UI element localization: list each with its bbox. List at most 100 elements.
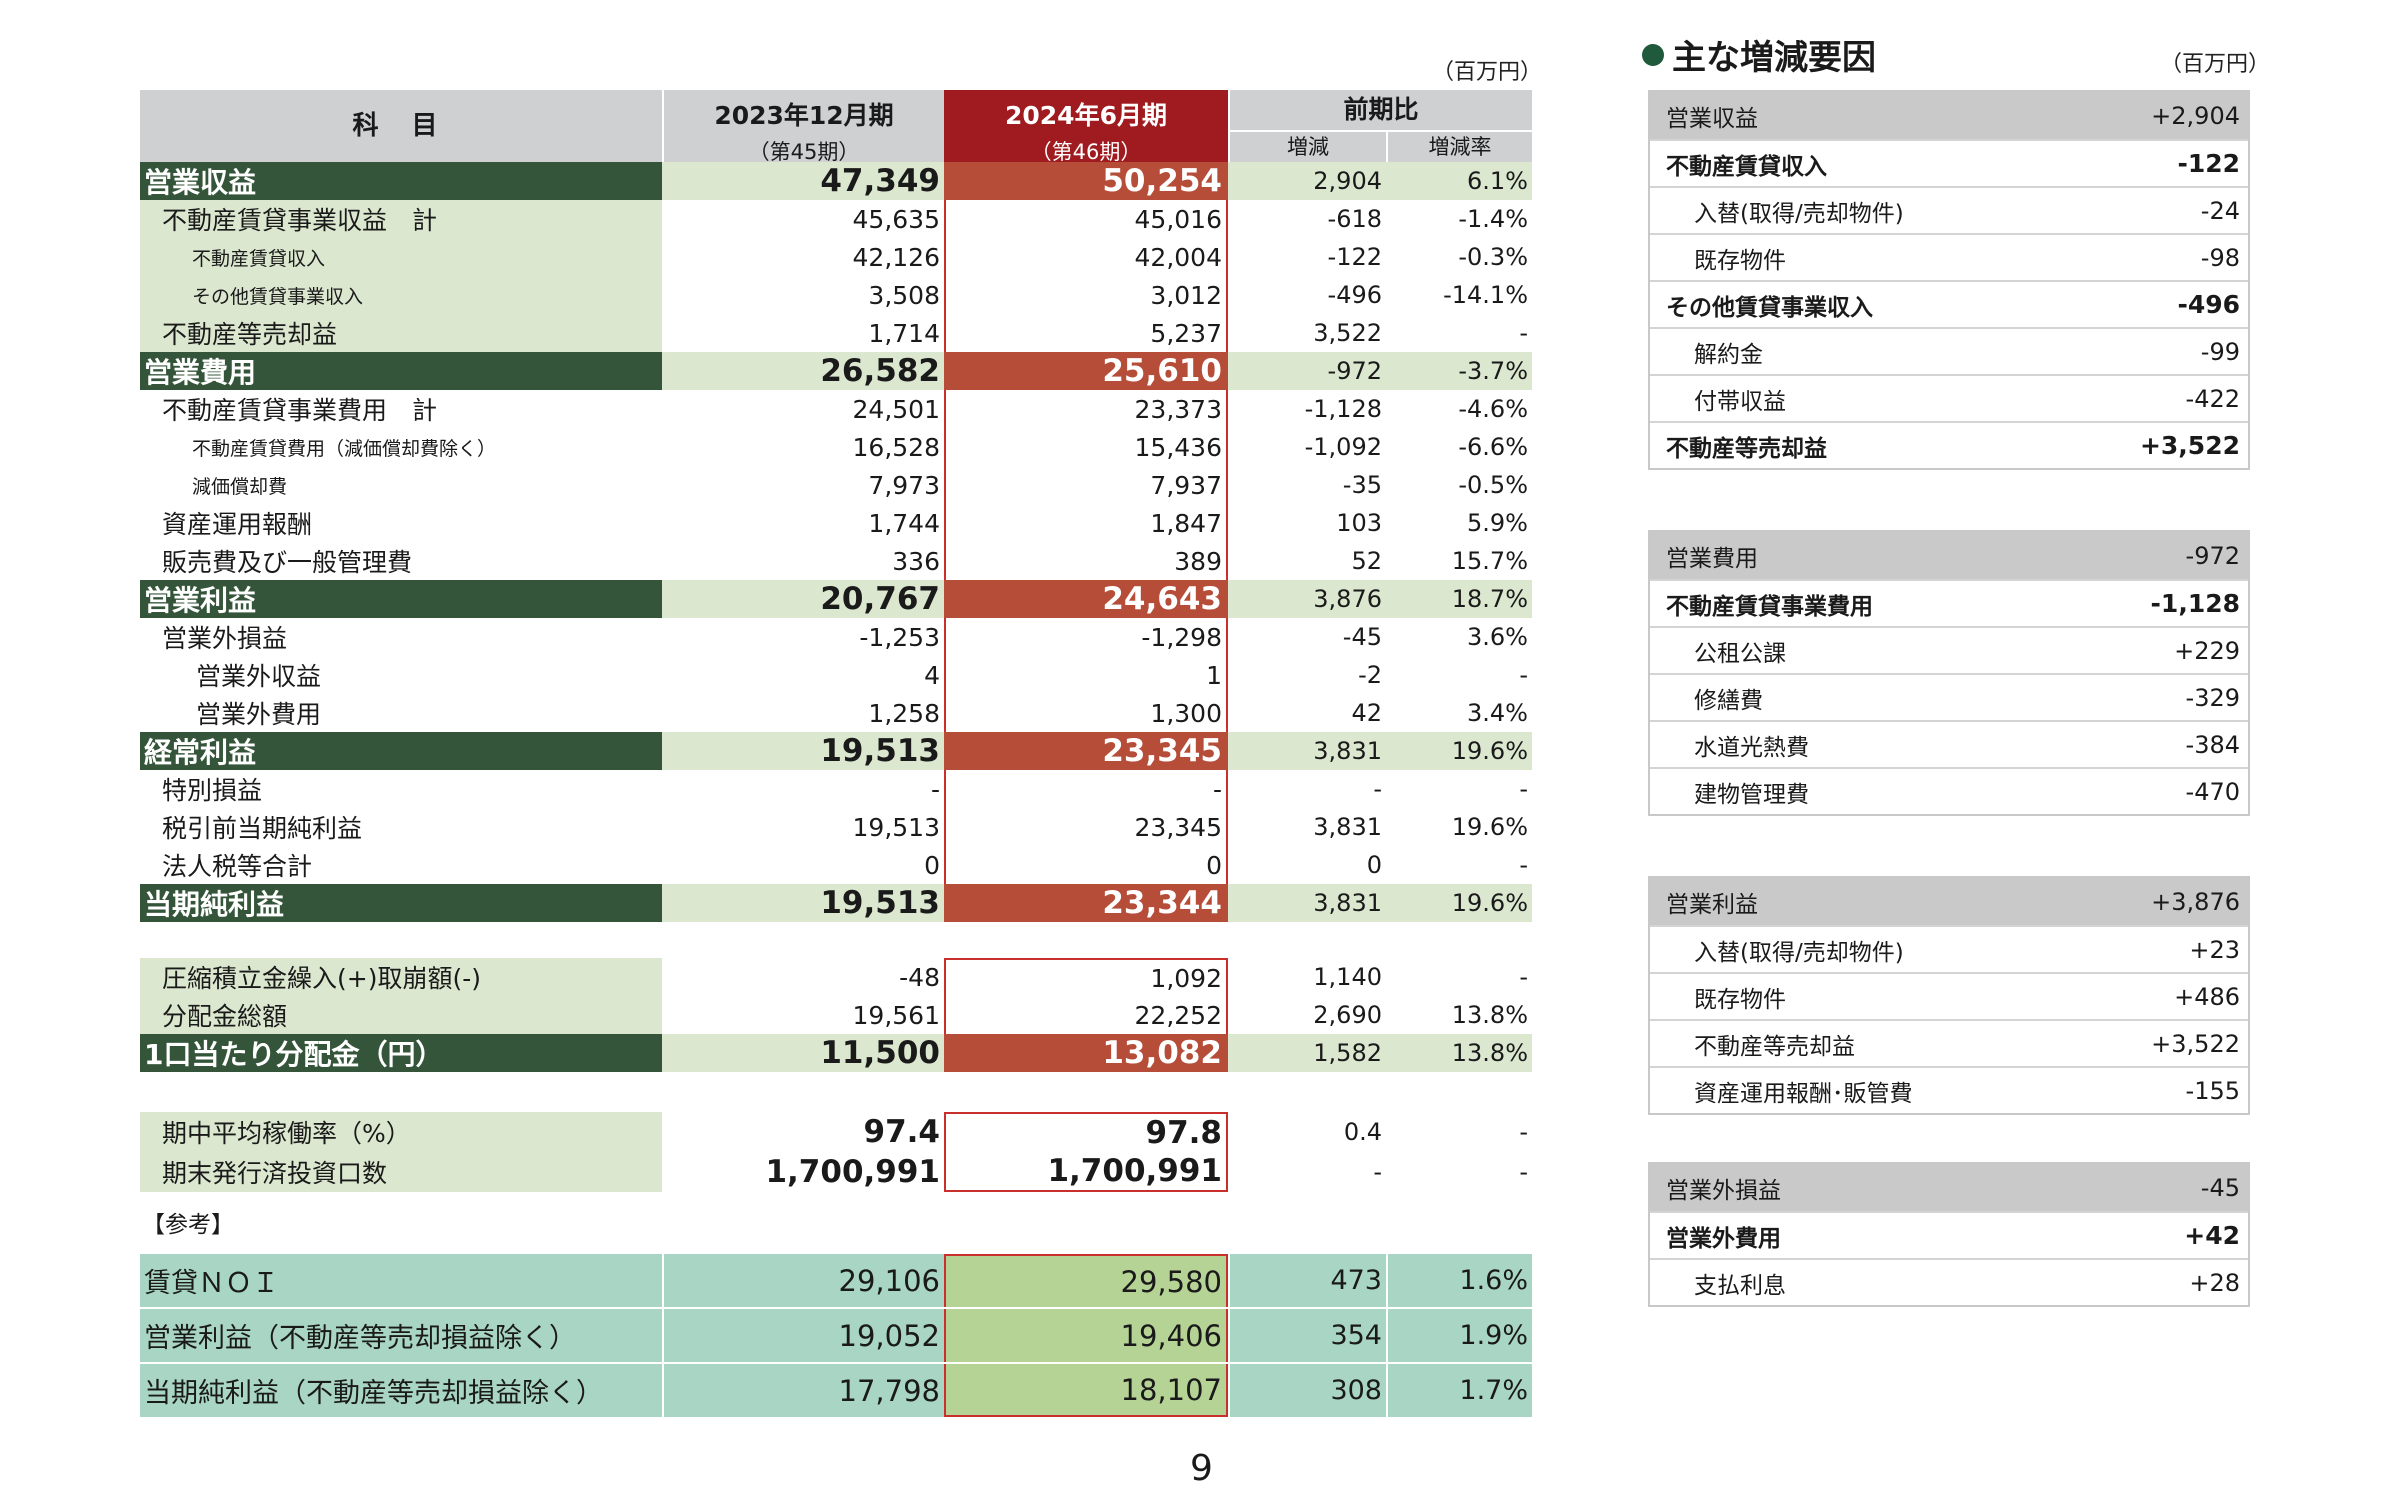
factor-value: +2,904 [2151,101,2240,130]
factor-label: 営業費用 [1666,545,1758,572]
curr-value: 389 [944,542,1228,580]
row-label: 不動産賃貸事業費用 計 [162,396,438,425]
factor-row: 入替(取得/売却物件) -24 [1650,186,2248,233]
prev-value: 19,513 [662,884,944,922]
change-value: 103 [1336,509,1382,537]
change-value: 3,876 [1228,580,1386,618]
rate-value: 19.6% [1386,732,1532,770]
rate-value: - [1519,661,1528,689]
row-label: 期中平均稼働率（%） [140,1112,662,1152]
factor-box-revenue: 営業収益 +2,904 不動産賃貸収入 -122 入替(取得/売却物件) -24 既存… [1648,90,2250,470]
change-value: 42 [1351,699,1382,727]
table-row: その他賃貸事業収入 3,508 3,012 -496 -14.1% [140,276,1532,314]
rate-value: 13.8% [1386,1034,1532,1072]
row-label: 1口当たり分配金（円） [140,1034,662,1072]
factor-row: 建物管理費 -470 [1650,767,2248,814]
table-row: 不動産賃貸収入 42,126 42,004 -122 -0.3% [140,238,1532,276]
factor-value: -122 [2177,149,2240,178]
change-value: 3,831 [1228,884,1386,922]
factor-row: 営業収益 +2,904 [1650,92,2248,139]
curr-value: 42,004 [944,238,1228,276]
page-number: 9 [1190,1448,1213,1489]
factor-box-non-operating: 営業外損益 -45 営業外費用 +42 支払利息 +28 [1648,1162,2250,1307]
row-label: 営業外収益 [196,662,322,691]
unit-label: （百万円） [1432,60,1543,85]
factor-label: 既存物件 [1694,986,1786,1013]
table-row: 1口当たり分配金（円） 11,500 13,082 1,582 13.8% [140,1034,1532,1072]
table-row: 分配金総額 19,561 22,252 2,690 13.8% [140,996,1532,1034]
prev-value: 20,767 [662,580,944,618]
curr-value: 5,237 [944,314,1228,352]
row-label: その他賃貸事業収入 [140,276,662,314]
row-label: 圧縮積立金繰入(+)取崩額(-) [140,958,662,996]
prev-value: 47,349 [662,162,944,200]
factor-label: 営業外費用 [1666,1225,1781,1252]
curr-value: -1,298 [944,618,1228,656]
factor-row: 公租公課 +229 [1650,626,2248,673]
prev-value: 19,052 [662,1309,944,1362]
factor-row: 修繕費 -329 [1650,673,2248,720]
prev-value: 11,500 [662,1034,944,1072]
factor-value: -24 [2200,196,2240,225]
curr-value: 1,847 [944,504,1228,542]
factor-row: その他賃貸事業収入 -496 [1650,280,2248,327]
change-value: -1,092 [1304,433,1382,461]
curr-value: 15,436 [944,428,1228,466]
curr-value: 29,580 [944,1254,1228,1307]
curr-value: 23,345 [944,732,1228,770]
prev-value: 19,561 [852,1000,940,1030]
factor-label: 営業外損益 [1666,1177,1781,1204]
table-row: 営業収益 47,349 50,254 2,904 6.1% [140,162,1532,200]
change-value: 354 [1228,1309,1386,1362]
factor-label: 不動産賃貸事業費用 [1666,593,1873,620]
curr-period-sub: （第46期） [1030,140,1142,164]
factor-label: 修繕費 [1694,687,1763,714]
row-label: 経常利益 [140,732,662,770]
row-label: 当期純利益 [140,884,662,922]
rate-value: - [1519,1158,1528,1186]
prev-value: 16,528 [852,432,940,462]
curr-period-label: 2024年6月期 [1005,101,1167,130]
table-row: 営業利益 20,767 24,643 3,876 18.7% [140,580,1532,618]
table-row: 圧縮積立金繰入(+)取崩額(-) -48 1,092 1,140 - [140,958,1532,996]
factor-row: 水道光熱費 -384 [1650,720,2248,767]
rate-value: - [1519,775,1528,803]
factor-row: 営業費用 -972 [1650,532,2248,579]
prev-value: 45,635 [852,204,940,234]
spacer [140,922,1532,958]
change-value: 3,831 [1313,813,1382,841]
rate-value: 1.7% [1386,1364,1532,1417]
row-label: 賃貸ＮＯＩ [140,1254,662,1307]
row-label: 販売費及び一般管理費 [162,548,413,577]
table-row: 税引前当期純利益 19,513 23,345 3,831 19.6% [140,808,1532,846]
prev-value: -48 [899,962,940,992]
prev-value: 24,501 [852,394,940,424]
factor-value: +486 [2174,982,2240,1011]
curr-value: 0 [944,846,1228,884]
factor-value: +23 [2189,935,2240,964]
factor-row: 解約金 -99 [1650,327,2248,374]
change-value: -496 [1327,281,1382,309]
prev-value: -1,253 [859,622,940,652]
factor-row: 支払利息 +28 [1650,1258,2248,1305]
curr-value: 50,254 [944,162,1228,200]
factor-label: 公租公課 [1694,640,1786,667]
curr-value: 7,937 [944,466,1228,504]
rate-value: -6.6% [1458,433,1528,461]
row-label: 不動産等売却益 [140,314,662,352]
rate-value: 18.7% [1386,580,1532,618]
factor-label: 営業収益 [1666,105,1758,132]
prev-value: 1,258 [868,698,940,728]
row-label: 特別損益 [162,776,263,805]
row-label: 資産運用報酬 [162,510,313,539]
row-label: 不動産賃貸収入 [140,238,662,276]
change-value: -972 [1228,352,1386,390]
header-change: 増減 [1228,132,1386,162]
factor-value: -45 [2200,1173,2240,1202]
header-change-rate: 増減率 [1386,132,1532,162]
table-row: 営業外損益 -1,253 -1,298 -45 3.6% [140,618,1532,656]
row-label: 期末発行済投資口数 [140,1152,662,1192]
factor-row: 不動産賃貸事業費用 -1,128 [1650,579,2248,626]
header-subject: 科 目 [140,90,662,162]
rate-value: 1.9% [1386,1309,1532,1362]
